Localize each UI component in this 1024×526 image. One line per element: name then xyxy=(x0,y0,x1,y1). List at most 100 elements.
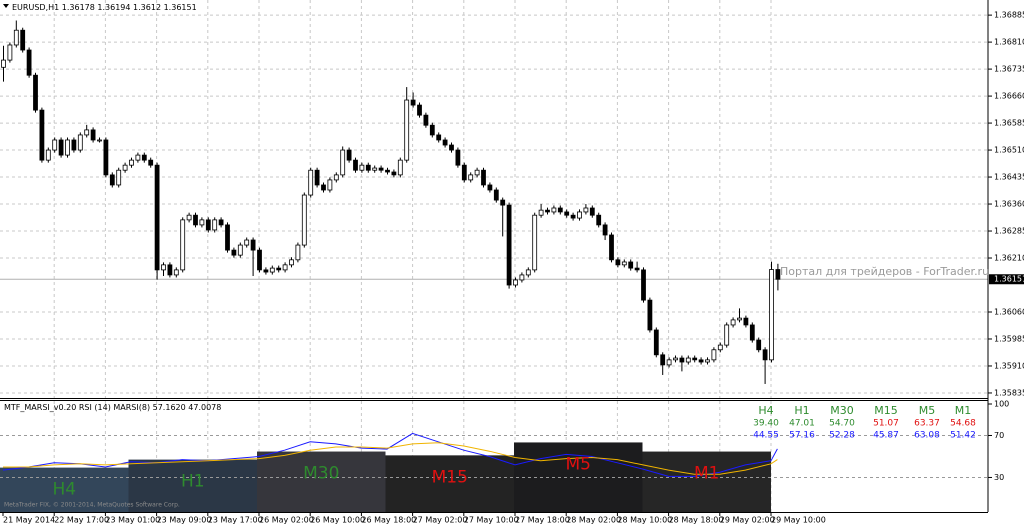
x-tick-label: 22 May 17:00 xyxy=(54,516,109,525)
y-tick-label: 100 xyxy=(994,399,1009,408)
candle-body xyxy=(525,269,531,276)
table-marsi: 39.40 xyxy=(753,419,779,429)
candle-body xyxy=(481,169,486,186)
candle-body xyxy=(724,324,730,346)
y-tick-label: 1.35985 xyxy=(994,334,1024,343)
indicator-value: 57.1620 xyxy=(153,403,186,412)
watermark: Портал для трейдеров - ForTrader.ru xyxy=(780,265,989,278)
candle-body xyxy=(186,214,192,221)
candle-body xyxy=(161,264,166,271)
candle-body xyxy=(77,134,83,151)
timeframe-zone xyxy=(257,451,386,512)
candle-body xyxy=(154,164,160,271)
table-header: M1 xyxy=(955,404,972,417)
candle-body xyxy=(737,317,742,321)
candle-body xyxy=(97,139,102,142)
candle-body xyxy=(769,269,774,361)
table-rsi: 44.55 xyxy=(753,431,779,441)
candle-body xyxy=(103,139,109,176)
indicator-param: MARSI(8) xyxy=(113,403,150,412)
y-tick-label: 1.36885 xyxy=(994,11,1024,20)
last-high: 1.36194 xyxy=(97,3,130,12)
zone-label: H1 xyxy=(181,472,205,492)
candle-body xyxy=(596,214,602,226)
candle-body xyxy=(129,159,134,166)
candle-body xyxy=(52,139,58,151)
candle-body xyxy=(506,204,512,286)
candle-body xyxy=(391,171,397,176)
candle-body xyxy=(333,174,339,181)
zone-label: M30 xyxy=(303,464,339,484)
candle-body xyxy=(487,184,493,191)
candle-body xyxy=(276,267,282,271)
x-tick-label: 21 May 2014 xyxy=(3,516,55,525)
candle-body xyxy=(244,239,250,246)
candle-body xyxy=(295,244,301,261)
y-tick-label: 1.35835 xyxy=(994,388,1024,397)
x-tick-label: 23 May 17:00 xyxy=(208,516,263,525)
candle-body xyxy=(359,164,365,171)
candle-body xyxy=(404,99,410,161)
table-rsi: 45.87 xyxy=(873,431,899,441)
candle-body xyxy=(109,174,115,186)
candle-body xyxy=(321,184,326,191)
candle-body xyxy=(468,174,474,181)
candle-body xyxy=(327,179,333,191)
last-open: 1.36178 xyxy=(62,3,95,12)
candle-body xyxy=(717,344,723,351)
x-tick-label: 27 May 10:00 xyxy=(464,516,519,525)
table-marsi: 47.01 xyxy=(789,419,815,429)
table-marsi: 54.70 xyxy=(829,419,855,429)
candle-body xyxy=(756,339,762,351)
candle-body xyxy=(436,134,442,141)
candle-body xyxy=(570,214,576,219)
candle-body xyxy=(615,259,621,266)
x-tick-label: 23 May 01:00 xyxy=(105,516,160,525)
candle-body xyxy=(442,139,448,146)
candle-body xyxy=(557,207,563,213)
indicator-pane: 100 70 30 H4 H1 M30 M15 M5 M1 H4 39.40 44.55 H1 47.01… xyxy=(0,399,1009,512)
candle-body xyxy=(135,154,141,161)
candle-body xyxy=(513,279,518,286)
indicator-line xyxy=(2,432,778,477)
x-tick-label: 28 May 18:00 xyxy=(669,516,724,525)
candle-body xyxy=(180,219,186,271)
candle-body xyxy=(397,159,403,176)
candle-body xyxy=(749,324,755,341)
x-tick-label: 29 May 02:00 xyxy=(720,516,775,525)
candle-body xyxy=(653,329,659,356)
table-rsi: 57.16 xyxy=(789,431,815,441)
zone-label: M1 xyxy=(694,464,719,484)
candle-body xyxy=(692,357,698,361)
candle-body xyxy=(45,149,51,161)
zone-label: H4 xyxy=(52,480,76,500)
candle-body xyxy=(634,267,640,271)
candle-body xyxy=(340,149,346,176)
indicator-name: MTF_MARSI_v0.20 xyxy=(4,403,76,412)
candle-body xyxy=(250,239,256,251)
x-tick-label: 27 May 02:00 xyxy=(413,516,468,525)
candle-body xyxy=(148,159,154,166)
candle-body xyxy=(455,149,461,166)
candle-body xyxy=(378,167,384,171)
table-header: M15 xyxy=(874,404,898,417)
table-rsi: 63.08 xyxy=(914,431,940,441)
candle-body xyxy=(666,359,672,366)
y-tick-label: 1.36435 xyxy=(994,173,1024,182)
candle-body xyxy=(589,207,595,216)
indicator-header: MTF_MARSI_v0.20 RSI (14) MARSI(8) 57.162… xyxy=(4,403,221,412)
candle-body xyxy=(20,29,26,51)
x-tick-label: 26 May 10:00 xyxy=(310,516,365,525)
candle-body xyxy=(269,267,275,273)
candle-body xyxy=(538,209,544,216)
candle-body xyxy=(698,359,704,363)
candle-body xyxy=(461,164,467,181)
candle-body xyxy=(621,261,627,266)
y-tick-label: 70 xyxy=(994,431,1004,440)
candle-body xyxy=(500,199,506,206)
candle-body xyxy=(263,269,269,273)
candle-body xyxy=(410,99,416,106)
candle-body xyxy=(231,249,237,256)
table-marsi: 63.37 xyxy=(914,419,940,429)
chart-header: EURUSD,H1 1.36178 1.36194 1.3612 1.36151 xyxy=(12,3,197,12)
